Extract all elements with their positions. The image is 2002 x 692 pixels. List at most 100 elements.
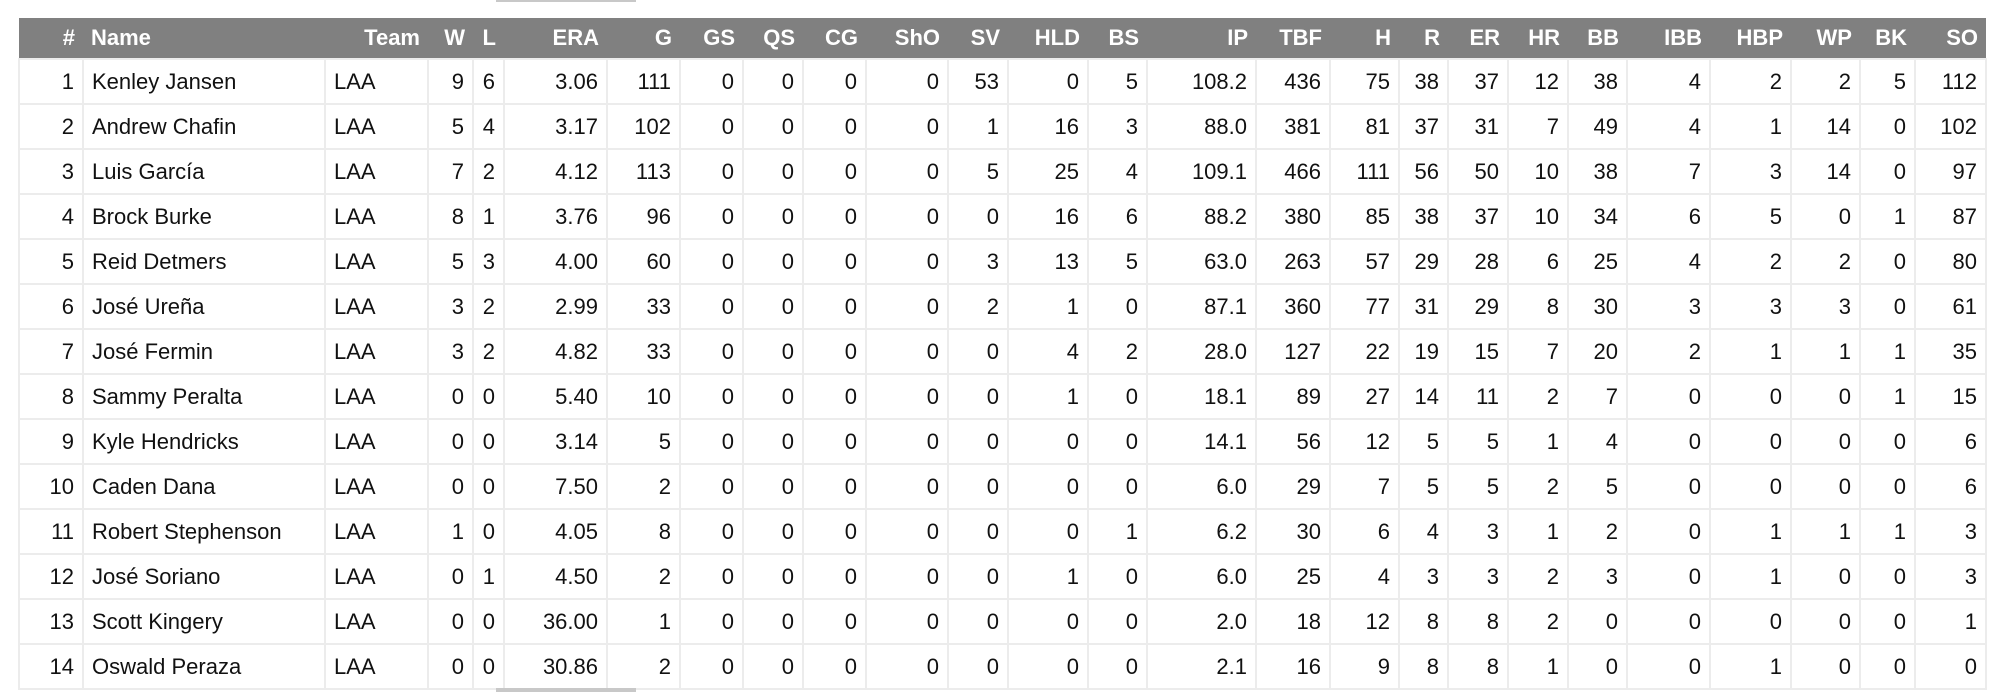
cell-bs: 2 — [1087, 328, 1148, 375]
table-row[interactable]: 12 José Soriano LAA 0 1 4.50 2 0 0 0 0 0 1 0 6.0 25 4 3 3 2… — [18, 553, 1987, 600]
cell-qs: 0 — [742, 58, 804, 105]
cell-g: 10 — [606, 373, 681, 420]
column-header-wp[interactable]: WP — [1791, 18, 1860, 59]
column-header-rank[interactable]: # — [19, 18, 83, 59]
column-header-hbp[interactable]: HBP — [1710, 18, 1791, 59]
cell-er: 3 — [1447, 553, 1509, 600]
cell-era: 3.76 — [503, 193, 608, 240]
cell-name: Robert Stephenson — [82, 508, 326, 555]
cell-h: 4 — [1329, 553, 1400, 600]
column-header-g[interactable]: G — [607, 18, 680, 59]
cell-ibb: 0 — [1626, 463, 1711, 510]
cell-r: 8 — [1398, 643, 1449, 690]
cell-so: 1 — [1914, 598, 1987, 645]
pagination-button-top[interactable] — [496, 0, 636, 2]
cell-ibb: 0 — [1626, 373, 1711, 420]
column-header-l[interactable]: L — [473, 18, 504, 59]
cell-r: 29 — [1398, 238, 1449, 285]
column-header-cg[interactable]: CG — [803, 18, 866, 59]
table-row[interactable]: 3 Luis García LAA 7 2 4.12 113 0 0 0 0 5 25 4 109.1 466… — [18, 148, 1987, 195]
cell-w: 3 — [427, 328, 474, 375]
cell-wp: 0 — [1790, 643, 1861, 690]
cell-sv: 0 — [947, 643, 1009, 690]
table-row[interactable]: 8 Sammy Peralta LAA 0 0 5.40 10 0 0 0 0 0 1 0 18.1 89 27… — [18, 373, 1987, 420]
cell-wp: 14 — [1790, 103, 1861, 150]
cell-sv: 0 — [947, 328, 1009, 375]
table-row[interactable]: 4 Brock Burke LAA 8 1 3.76 96 0 0 0 0 0 16 6 88.2 380 85… — [18, 193, 1987, 240]
column-header-w[interactable]: W — [428, 18, 473, 59]
table-row[interactable]: 6 José Ureña LAA 3 2 2.99 33 0 0 0 0 2 1 0 87.1 360 77 31… — [18, 283, 1987, 330]
column-header-r[interactable]: R — [1399, 18, 1448, 59]
cell-r: 38 — [1398, 193, 1449, 240]
cell-ip: 6.0 — [1146, 553, 1257, 600]
cell-sv: 0 — [947, 373, 1009, 420]
cell-name: Sammy Peralta — [82, 373, 326, 420]
column-header-bs[interactable]: BS — [1088, 18, 1147, 59]
cell-l: 0 — [472, 598, 505, 645]
table-row[interactable]: 5 Reid Detmers LAA 5 3 4.00 60 0 0 0 0 3 13 5 63.0 263 5… — [18, 238, 1987, 285]
column-header-sho[interactable]: ShO — [866, 18, 948, 59]
cell-ip: 88.0 — [1146, 103, 1257, 150]
cell-w: 5 — [427, 103, 474, 150]
cell-tbf: 18 — [1255, 598, 1331, 645]
cell-er: 5 — [1447, 463, 1509, 510]
cell-l: 2 — [472, 148, 505, 195]
cell-hr: 7 — [1507, 328, 1569, 375]
cell-hld: 25 — [1007, 148, 1089, 195]
table-row[interactable]: 11 Robert Stephenson LAA 1 0 4.05 8 0 0 0 0 0 0 1 6.2 3… — [18, 508, 1987, 555]
column-header-bk[interactable]: BK — [1860, 18, 1915, 59]
cell-team: LAA — [324, 553, 429, 600]
column-header-hld[interactable]: HLD — [1008, 18, 1088, 59]
cell-tbf: 360 — [1255, 283, 1331, 330]
column-header-ibb[interactable]: IBB — [1627, 18, 1710, 59]
column-header-gs[interactable]: GS — [680, 18, 743, 59]
cell-w: 8 — [427, 193, 474, 240]
pagination-button-bottom[interactable] — [496, 688, 636, 692]
cell-cg: 0 — [802, 328, 867, 375]
cell-bk: 0 — [1859, 598, 1916, 645]
cell-w: 5 — [427, 238, 474, 285]
table-row[interactable]: 13 Scott Kingery LAA 0 0 36.00 1 0 0 0 0 0 0 0 2.0 18 12… — [18, 598, 1987, 645]
cell-cg: 0 — [802, 463, 867, 510]
column-header-bb[interactable]: BB — [1568, 18, 1627, 59]
column-header-era[interactable]: ERA — [504, 18, 607, 59]
cell-gs: 0 — [679, 463, 744, 510]
table-row[interactable]: 14 Oswald Peraza LAA 0 0 30.86 2 0 0 0 0 0 0 0 2.1 16 9 8… — [18, 643, 1987, 690]
cell-era: 4.12 — [503, 148, 608, 195]
column-header-tbf[interactable]: TBF — [1256, 18, 1330, 59]
column-header-h[interactable]: H — [1330, 18, 1399, 59]
column-header-qs[interactable]: QS — [743, 18, 803, 59]
table-row[interactable]: 10 Caden Dana LAA 0 0 7.50 2 0 0 0 0 0 0 0 6.0 29 7 5 5 2 5 0… — [18, 463, 1987, 510]
cell-sho: 0 — [865, 508, 949, 555]
cell-team: LAA — [324, 193, 429, 240]
cell-so: 102 — [1914, 103, 1987, 150]
column-header-hr[interactable]: HR — [1508, 18, 1568, 59]
column-header-name[interactable]: Name — [83, 18, 325, 59]
column-header-sv[interactable]: SV — [948, 18, 1008, 59]
cell-w: 0 — [427, 598, 474, 645]
table-row[interactable]: 9 Kyle Hendricks LAA 0 0 3.14 5 0 0 0 0 0 0 0 14.1 56 12… — [18, 418, 1987, 465]
table-row[interactable]: 1 Kenley Jansen LAA 9 6 3.06 111 0 0 0 0 53 0 5 108.2 4… — [18, 58, 1987, 105]
cell-bb: 5 — [1567, 463, 1628, 510]
cell-bb: 0 — [1567, 598, 1628, 645]
cell-name: Oswald Peraza — [82, 643, 326, 690]
cell-hbp: 0 — [1709, 598, 1792, 645]
cell-bs: 4 — [1087, 148, 1148, 195]
cell-team: LAA — [324, 238, 429, 285]
column-header-ip[interactable]: IP — [1147, 18, 1256, 59]
cell-sho: 0 — [865, 148, 949, 195]
cell-tbf: 466 — [1255, 148, 1331, 195]
cell-team: LAA — [324, 643, 429, 690]
cell-qs: 0 — [742, 103, 804, 150]
cell-era: 4.00 — [503, 238, 608, 285]
table-row[interactable]: 7 José Fermin LAA 3 2 4.82 33 0 0 0 0 0 4 2 28.0 127 22 1… — [18, 328, 1987, 375]
column-header-team[interactable]: Team — [325, 18, 428, 59]
cell-so: 3 — [1914, 553, 1987, 600]
cell-sho: 0 — [865, 463, 949, 510]
cell-name: Brock Burke — [82, 193, 326, 240]
table-row[interactable]: 2 Andrew Chafin LAA 5 4 3.17 102 0 0 0 0 1 16 3 88.0 38… — [18, 103, 1987, 150]
column-header-er[interactable]: ER — [1448, 18, 1508, 59]
cell-hr: 6 — [1507, 238, 1569, 285]
column-header-so[interactable]: SO — [1915, 18, 1986, 59]
cell-w: 7 — [427, 148, 474, 195]
